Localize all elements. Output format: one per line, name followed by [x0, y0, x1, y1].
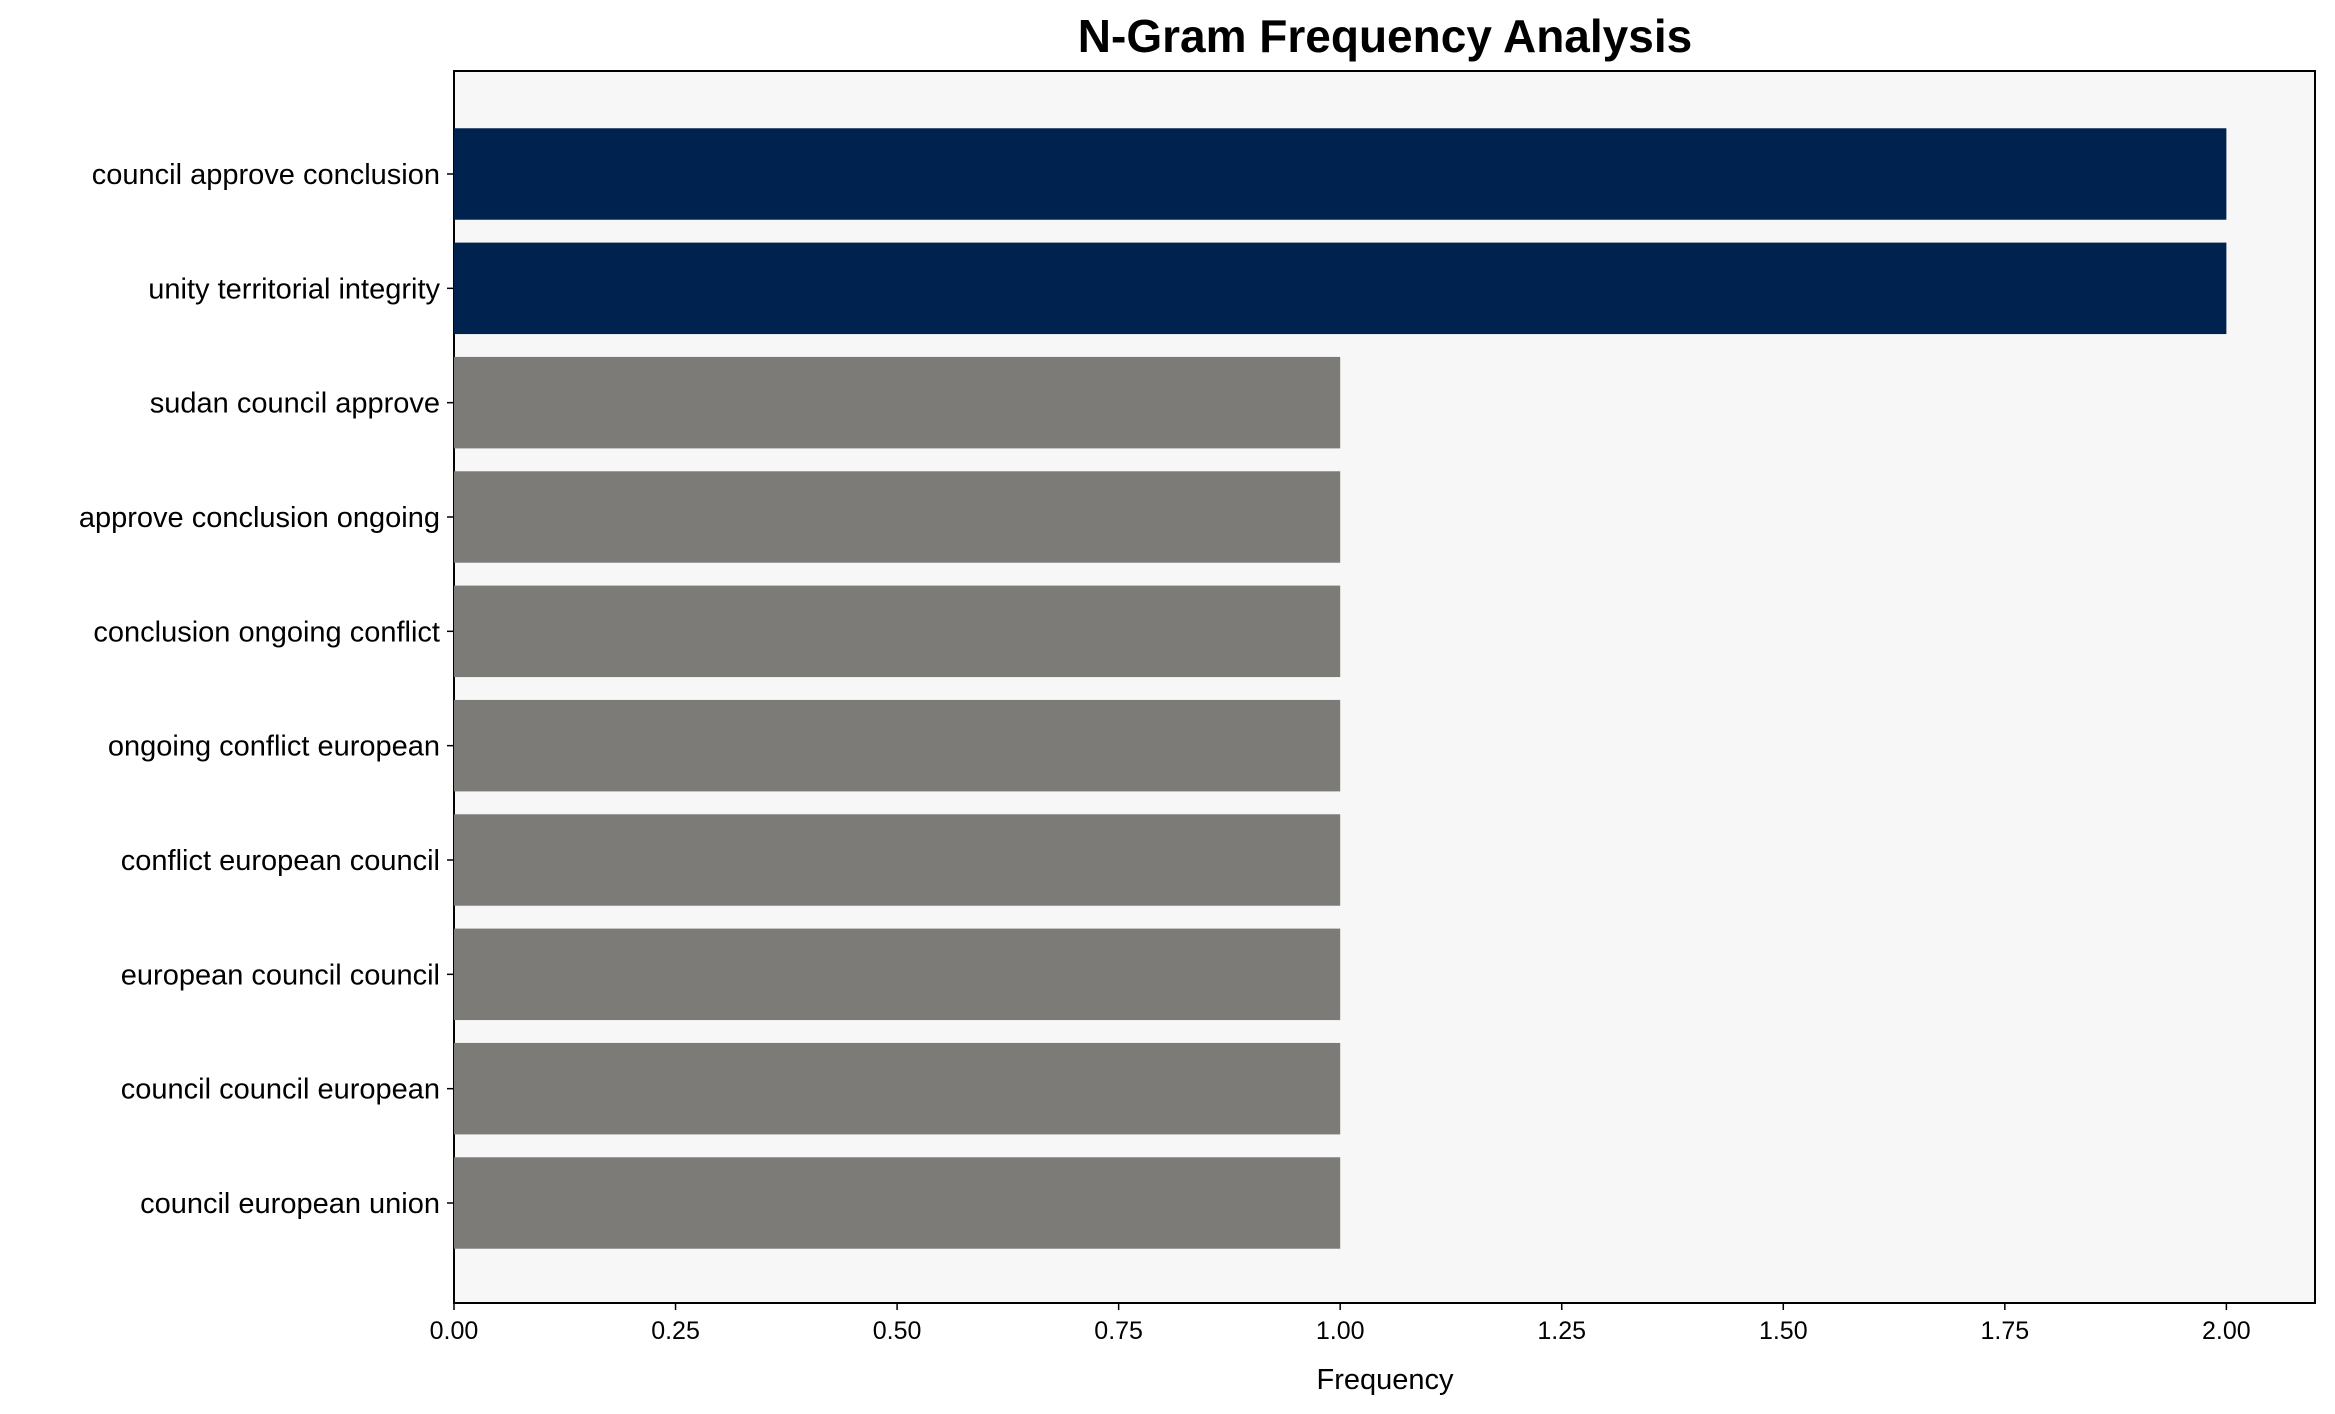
- y-tick-label: approve conclusion ongoing: [79, 502, 440, 534]
- bar: [454, 1157, 1341, 1249]
- chart-title: N-Gram Frequency Analysis: [1078, 10, 1692, 62]
- bar: [454, 1042, 1341, 1135]
- y-tick-label: european council council: [121, 959, 440, 991]
- y-tick-label: council approve conclusion: [92, 159, 440, 191]
- bar: [454, 814, 1341, 906]
- bar: [454, 699, 1341, 792]
- x-tick-label: 1.00: [1316, 1317, 1365, 1345]
- bar: [454, 242, 2227, 335]
- y-tick-label: sudan council approve: [150, 388, 440, 420]
- bar: [454, 585, 1341, 678]
- x-tick-label: 0.75: [1094, 1317, 1143, 1345]
- bar: [454, 128, 2227, 220]
- x-tick-label: 0.00: [430, 1317, 479, 1345]
- y-tick-label: unity territorial integrity: [148, 273, 440, 305]
- x-tick-label: 1.75: [1980, 1317, 2029, 1345]
- x-tick-label: 0.50: [873, 1317, 922, 1345]
- y-tick-label: council council european: [121, 1074, 440, 1106]
- y-tick-label: ongoing conflict european: [108, 731, 440, 763]
- bar: [454, 471, 1341, 563]
- y-tick-label: conflict european council: [121, 845, 440, 877]
- x-axis-label: Frequency: [1316, 1364, 1454, 1396]
- y-tick-label: council european union: [140, 1188, 440, 1220]
- x-tick-label: 2.00: [2202, 1317, 2251, 1345]
- y-tick-label: conclusion ongoing conflict: [93, 616, 440, 648]
- bar: [454, 928, 1341, 1021]
- bar: [454, 356, 1341, 449]
- x-tick-label: 0.25: [651, 1317, 700, 1345]
- x-tick-label: 1.25: [1537, 1317, 1586, 1345]
- x-tick-label: 1.50: [1759, 1317, 1808, 1345]
